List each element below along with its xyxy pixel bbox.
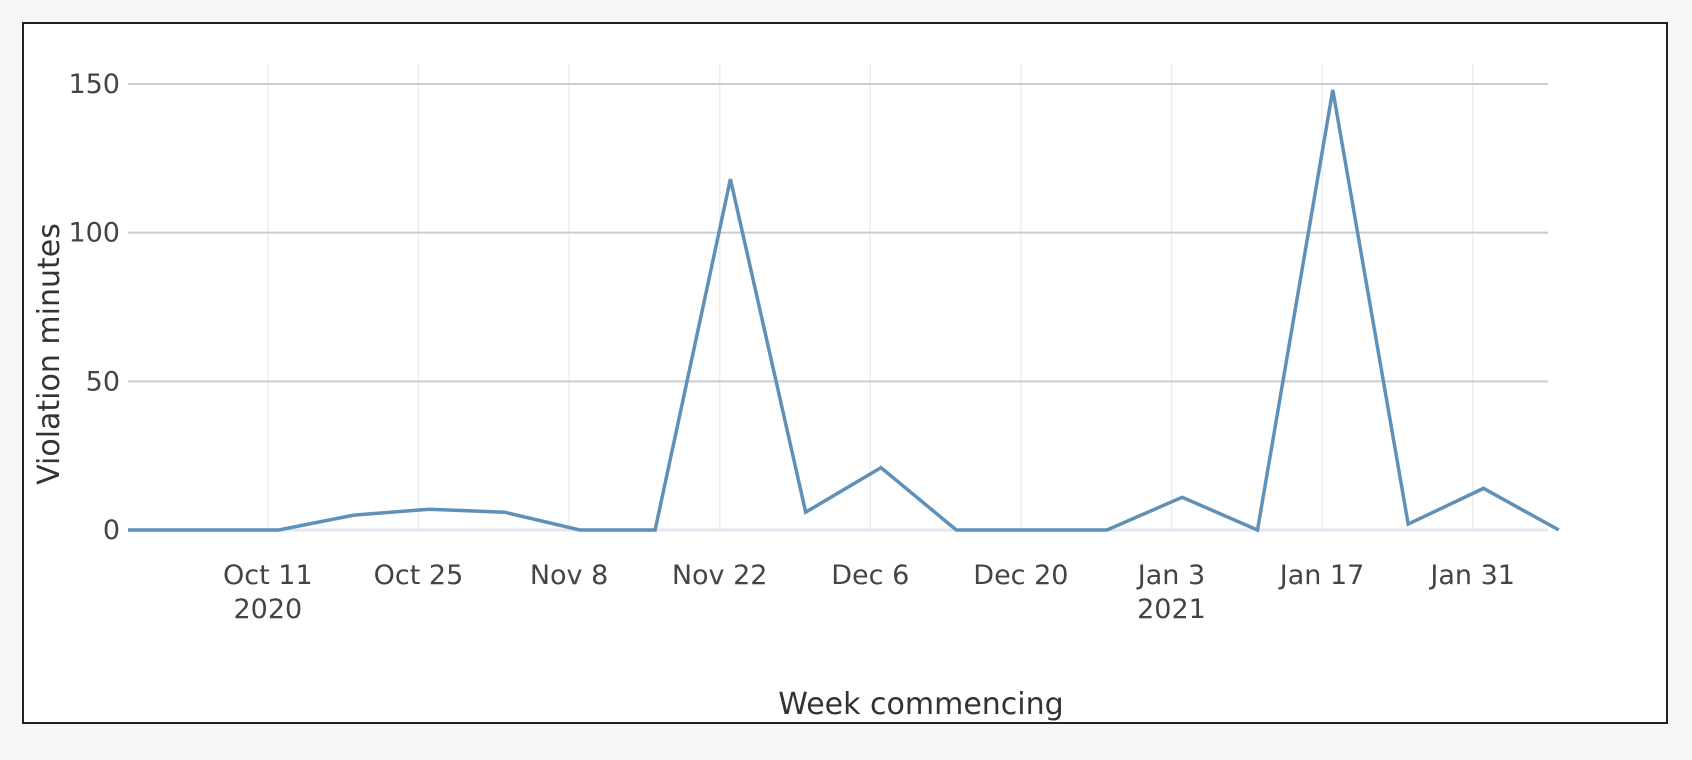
grid <box>128 64 1548 532</box>
x-tick-year-label: 2020 <box>233 594 302 625</box>
y-tick-label: 0 <box>103 515 120 546</box>
y-tick-label: 100 <box>68 218 120 249</box>
series-line <box>128 89 1560 533</box>
x-tick-label: Jan 3 <box>1136 560 1205 591</box>
y-tick-label: 50 <box>86 366 120 397</box>
series <box>128 89 1560 533</box>
x-tick-label: Dec 20 <box>973 560 1068 591</box>
x-tick-label: Oct 11 <box>223 560 313 591</box>
x-tick-year-label: 2021 <box>1137 594 1206 625</box>
x-tick-label: Nov 22 <box>672 560 768 591</box>
x-tick-label: Nov 8 <box>530 560 608 591</box>
x-tick-label: Dec 6 <box>831 560 909 591</box>
x-tick-label: Jan 17 <box>1278 560 1365 591</box>
y-tick-label: 150 <box>68 69 120 100</box>
chart-frame: Oct 11 2020 Oct 25 Nov 8 Nov 22 Dec 6 Dec 20 Ja… <box>22 22 1668 724</box>
x-axis-title: Week commencing <box>778 687 1063 722</box>
y-axis-title: Violation minutes <box>32 223 67 485</box>
x-tick-label: Jan 31 <box>1428 560 1515 591</box>
x-tick-label: Oct 25 <box>374 560 464 591</box>
